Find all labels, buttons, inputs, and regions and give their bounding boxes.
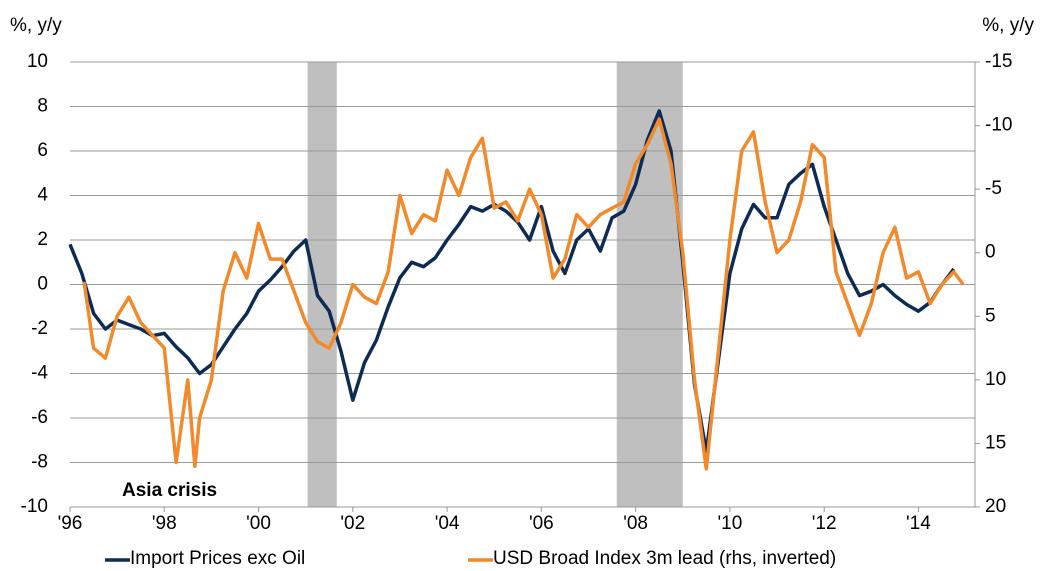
y2-tick-label: 10 <box>985 369 1006 390</box>
y-tick-label: 6 <box>37 140 48 161</box>
y-tick-label: -4 <box>31 363 48 384</box>
x-tick-label: '02 <box>340 513 365 534</box>
y2-axis-title: %, y/y <box>982 15 1034 36</box>
y-tick-label: -2 <box>31 318 48 339</box>
legend-label: USD Broad Index 3m lead (rhs, inverted) <box>493 548 836 569</box>
y2-tick-label: 15 <box>985 432 1006 453</box>
series-line <box>68 109 956 454</box>
x-tick-label: '08 <box>623 513 648 534</box>
legend-label: Import Prices exc Oil <box>130 548 305 569</box>
y2-tick-label: 5 <box>985 305 996 326</box>
y2-tick-label: -10 <box>985 115 1012 136</box>
y2-tick-label: -15 <box>985 51 1012 72</box>
series-line <box>82 117 965 471</box>
y-tick-label: 8 <box>37 96 48 117</box>
y2-tick-label: -5 <box>985 178 1002 199</box>
x-tick-label: '06 <box>529 513 554 534</box>
y-tick-label: -10 <box>21 496 48 517</box>
annotation: Asia crisis <box>122 480 217 501</box>
x-tick-label: '04 <box>435 513 460 534</box>
x-tick-label: '98 <box>152 513 177 534</box>
y2-tick-label: 0 <box>985 242 996 263</box>
x-tick-label: '96 <box>58 513 83 534</box>
x-tick-label: '12 <box>812 513 837 534</box>
y-tick-label: 4 <box>37 185 48 206</box>
y-tick-label: 2 <box>37 229 48 250</box>
y-tick-label: -6 <box>31 407 48 428</box>
y2-tick-label: 20 <box>985 496 1006 517</box>
x-tick-label: '14 <box>906 513 931 534</box>
y-tick-label: -8 <box>31 452 48 473</box>
x-tick-label: '10 <box>718 513 743 534</box>
x-tick-label: '00 <box>246 513 271 534</box>
y-axis-title: %, y/y <box>10 15 62 36</box>
y-tick-label: 10 <box>27 51 48 72</box>
y-tick-label: 0 <box>37 274 48 295</box>
